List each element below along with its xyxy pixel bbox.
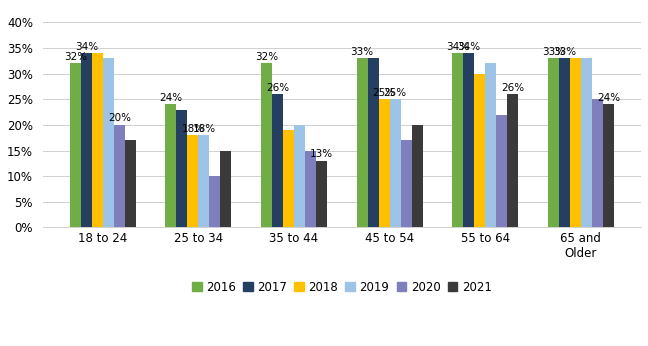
Bar [411,125,422,227]
Bar [463,53,474,227]
Bar [389,99,400,227]
Bar [103,58,114,227]
Bar [496,115,507,227]
Bar [507,94,518,227]
Text: 33%: 33% [553,47,576,57]
Bar [548,58,559,227]
Legend: 2016, 2017, 2018, 2019, 2020, 2021: 2016, 2017, 2018, 2019, 2020, 2021 [187,276,496,299]
Bar [165,104,176,227]
Text: 25%: 25% [384,88,407,98]
Bar [294,125,305,227]
Text: 13%: 13% [310,149,333,159]
Text: 18%: 18% [181,124,205,134]
Bar [485,63,496,227]
Text: 26%: 26% [501,83,524,93]
Bar [70,63,81,227]
Bar [220,151,231,227]
Bar [559,58,570,227]
Text: 33%: 33% [542,47,565,57]
Text: 25%: 25% [373,88,396,98]
Text: 34%: 34% [457,42,480,52]
Text: 32%: 32% [255,52,278,62]
Bar [474,74,485,227]
Bar [198,135,209,227]
Bar [305,151,316,227]
Bar [570,58,581,227]
Bar [272,94,283,227]
Bar [81,53,92,227]
Bar [125,140,136,227]
Bar [603,104,614,227]
Text: 34%: 34% [446,42,469,52]
Text: 20%: 20% [108,113,131,124]
Bar [367,58,378,227]
Text: 18%: 18% [192,124,216,134]
Text: 34%: 34% [75,42,98,52]
Bar [92,53,103,227]
Bar [261,63,272,227]
Bar [176,110,187,227]
Bar [581,58,592,227]
Bar [592,99,603,227]
Text: 24%: 24% [597,93,620,103]
Bar [452,53,463,227]
Bar [209,176,220,227]
Bar [400,140,411,227]
Bar [187,135,198,227]
Bar [316,161,327,227]
Bar [114,125,125,227]
Text: 32%: 32% [64,52,87,62]
Bar [283,130,294,227]
Text: 33%: 33% [351,47,374,57]
Text: 24%: 24% [159,93,183,103]
Bar [356,58,367,227]
Bar [378,99,389,227]
Text: 26%: 26% [266,83,289,93]
